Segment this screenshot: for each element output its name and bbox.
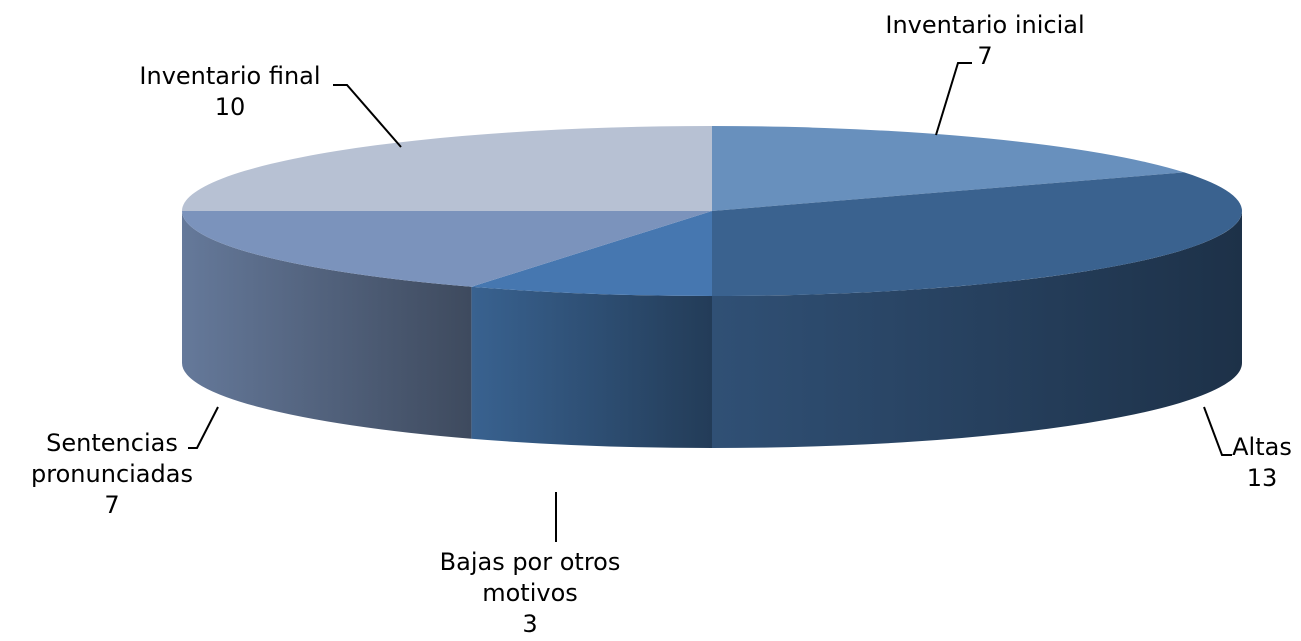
pie-top — [181, 126, 1242, 296]
leader-line-3 — [188, 406, 219, 449]
leader-line-4 — [333, 84, 402, 148]
label-name-line: Altas — [1232, 433, 1292, 461]
slice-0[interactable] — [712, 126, 1185, 211]
label-name-line: Inventario inicial — [885, 11, 1084, 39]
label-name-line: Sentencias — [46, 429, 178, 457]
pie-sides — [181, 211, 1242, 448]
label-name-line: pronunciadas — [31, 460, 193, 488]
label-value: 10 — [215, 93, 246, 121]
label-name-line: Inventario final — [139, 62, 320, 90]
label-value: 7 — [104, 491, 119, 519]
data-label-1: Altas 13 — [1232, 433, 1292, 492]
slice-side-2 — [471, 286, 712, 448]
label-value: 3 — [522, 610, 537, 638]
slice-4[interactable] — [182, 126, 712, 211]
slice-side-3 — [181, 211, 472, 439]
data-labels: Inventario inicial 7 Altas 13 Bajas por otro… — [31, 11, 1292, 638]
data-label-2: Bajas por otros motivos 3 — [440, 548, 621, 638]
label-value: 13 — [1247, 464, 1278, 492]
slice-side-1 — [712, 211, 1242, 448]
data-label-0: Inventario inicial 7 — [885, 11, 1084, 70]
slice-3[interactable] — [181, 211, 712, 287]
data-label-4: Inventario final 10 — [139, 62, 320, 121]
label-name-line: motivos — [482, 579, 578, 607]
label-name-line: Bajas por otros — [440, 548, 621, 576]
label-value: 7 — [977, 42, 992, 70]
leader-line-0 — [935, 62, 972, 136]
slice-2[interactable] — [471, 211, 712, 296]
leader-line-1 — [1203, 406, 1232, 456]
data-label-3: Sentencias pronunciadas 7 — [31, 429, 193, 519]
slice-1[interactable] — [712, 172, 1242, 296]
